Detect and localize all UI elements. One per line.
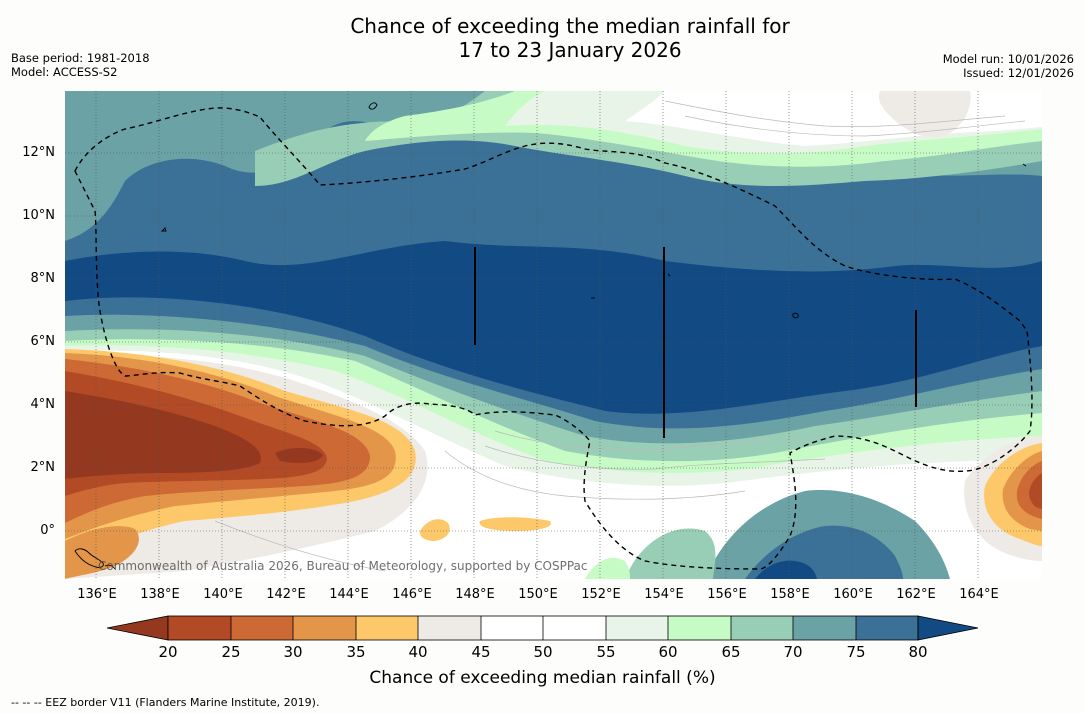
lon-label-160E: 160°E [833, 587, 873, 602]
lon-label-146E: 146°E [392, 587, 432, 602]
map-title: Chance of exceeding the median rainfall … [0, 14, 1085, 62]
boundary-markers [474, 247, 917, 438]
lat-label-12N: 12°N [22, 145, 55, 160]
band-wet-southeast-core [755, 560, 817, 579]
map-title-line1: Chance of exceeding the median rainfall … [350, 14, 790, 38]
colorbar-tick-75: 75 [846, 643, 866, 661]
model-text: Model: ACCESS-S2 [11, 65, 118, 79]
lon-label-154E: 154°E [644, 587, 684, 602]
band-below20-west-lobe [275, 447, 323, 463]
blob-dry-equator-mid [479, 517, 551, 531]
issued-text: Issued: 12/01/2026 [963, 66, 1074, 80]
map-plot-area [65, 91, 1042, 579]
eez-note: -- -- -- EEZ border V11 (Flanders Marine… [11, 696, 320, 709]
colorbar-bin-45-50 [481, 616, 543, 640]
colorbar-tick-20: 20 [158, 643, 178, 661]
band-40-45-north [878, 91, 971, 138]
blob-dry-southwest [65, 526, 139, 579]
map-title-line2: 17 to 23 January 2026 [458, 38, 682, 62]
colorbar-bin-25-30 [231, 616, 293, 640]
colorbar-tick-65: 65 [721, 643, 741, 661]
rainfall-map [65, 91, 1042, 579]
eez-borders [74, 107, 1033, 570]
lat-label-2N: 2°N [30, 460, 56, 475]
colorbar [106, 615, 979, 641]
band-20-25-east [1029, 473, 1042, 509]
copyright-watermark: Commonwealth of Australia 2026, Bureau o… [98, 559, 588, 573]
lon-label-162E: 162°E [896, 587, 936, 602]
colorbar-bin-20-25 [168, 616, 231, 640]
lon-label-142E: 142°E [266, 587, 306, 602]
lon-label-144E: 144°E [329, 587, 369, 602]
colorbar-tick-70: 70 [783, 643, 803, 661]
model-run-text: Model run: 10/01/2026 [942, 52, 1074, 66]
colorbar-dividers [167, 615, 919, 641]
colorbar-tick-35: 35 [346, 643, 366, 661]
lat-label-6N: 6°N [30, 334, 56, 349]
colorbar-bin-30-35 [293, 616, 356, 640]
lat-label-0: 0° [40, 523, 55, 538]
colorbar-bin-60-65 [668, 616, 731, 640]
lon-label-158E: 158°E [770, 587, 810, 602]
island-outlines [74, 102, 1027, 570]
colorbar-bin-65-70 [731, 616, 793, 640]
base-period-text: Base period: 1981-2018 [11, 51, 150, 65]
colorbar-tick-30: 30 [283, 643, 303, 661]
lon-label-150E: 150°E [518, 587, 558, 602]
meta-right: Model run: 10/01/2026 Issued: 12/01/2026 [943, 52, 1074, 80]
colorbar-bin-55-60 [606, 616, 668, 640]
blob-dry-equator-west [419, 519, 450, 541]
colorbar-bin-40-45 [418, 616, 481, 640]
lon-label-138E: 138°E [140, 587, 180, 602]
band-below20-west [65, 391, 261, 479]
lon-label-140E: 140°E [203, 587, 243, 602]
band-green-southwest [585, 557, 630, 579]
graticule [65, 91, 1042, 579]
colorbar-tick-45: 45 [471, 643, 491, 661]
meta-left: Base period: 1981-2018 Model: ACCESS-S2 [11, 51, 150, 79]
colorbar-tick-60: 60 [658, 643, 678, 661]
colorbar-title: Chance of exceeding median rainfall (%) [369, 668, 716, 688]
colorbar-bin-50-55 [543, 616, 606, 640]
colorbar-bin-75-80 [856, 616, 918, 640]
colorbar-tick-40: 40 [408, 643, 428, 661]
fine-contour-lines [214, 100, 1026, 572]
lat-label-4N: 4°N [30, 397, 56, 412]
lat-label-8N: 8°N [30, 271, 56, 286]
lat-label-10N: 10°N [22, 208, 55, 223]
colorbar-bin-35-40 [356, 616, 418, 640]
lon-label-156E: 156°E [707, 587, 747, 602]
colorbar-tick-50: 50 [533, 643, 553, 661]
colorbar-tick-80: 80 [908, 643, 928, 661]
colorbar-bin-70-75 [793, 616, 856, 640]
colorbar-tick-25: 25 [221, 643, 241, 661]
colorbar-extend-low [106, 615, 169, 641]
lon-label-136E: 136°E [77, 587, 117, 602]
lon-label-152E: 152°E [581, 587, 621, 602]
lon-label-164E: 164°E [959, 587, 999, 602]
colorbar-tick-55: 55 [596, 643, 616, 661]
lon-label-148E: 148°E [455, 587, 495, 602]
colorbar-extend-high [917, 615, 979, 641]
